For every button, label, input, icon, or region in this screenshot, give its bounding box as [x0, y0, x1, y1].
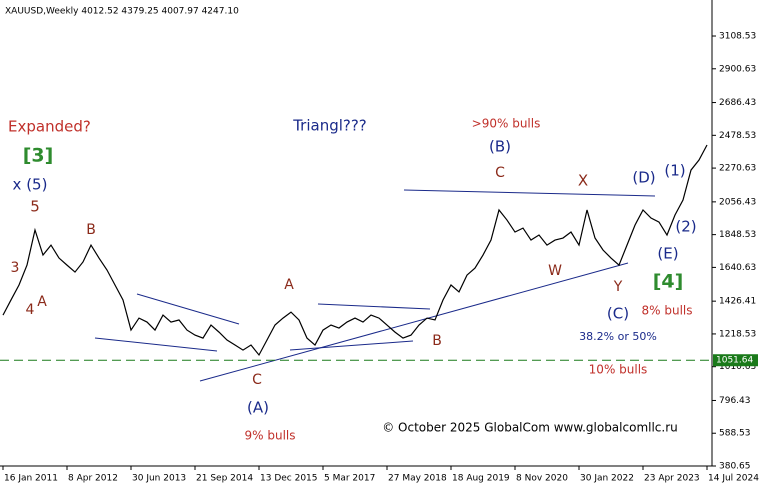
y-tick-label: 2056.43	[719, 197, 756, 207]
y-tick-label: 2270.63	[719, 164, 756, 174]
x-tick-label: 13 Dec 2015	[260, 474, 318, 484]
x-tick-label: 23 Apr 2023	[644, 474, 700, 484]
x-tick-label: 18 Aug 2019	[452, 474, 510, 484]
annotation: A	[37, 294, 47, 310]
annotation: 4	[26, 302, 35, 318]
annotation: Triangl???	[292, 117, 367, 135]
annotation: B	[86, 222, 96, 238]
annotation: 8% bulls	[642, 304, 693, 318]
y-tick-label: 2686.43	[719, 98, 756, 108]
x-tick-label: 30 Jan 2022	[580, 474, 634, 484]
annotation: x (5)	[13, 176, 48, 194]
x-tick-label: 30 Jun 2013	[132, 474, 186, 484]
annotation: (2)	[675, 218, 696, 236]
price-label: 1051.64	[716, 356, 753, 366]
annotation: (D)	[632, 169, 655, 187]
price-series	[2, 144, 708, 357]
annotation: (C)	[607, 305, 629, 323]
y-tick-label: 3108.53	[719, 32, 756, 42]
x-tick-label: 16 Jan 2011	[4, 474, 58, 484]
x-tick-label: 8 Apr 2012	[68, 474, 118, 484]
annotation: 38.2% or 50%	[579, 330, 657, 343]
annotation: 10% bulls	[589, 363, 648, 377]
annotation: A	[284, 277, 294, 293]
trend-line	[94, 337, 218, 352]
y-tick-label: 380.65	[719, 462, 751, 472]
annotation: © October 2025 GlobalCom www.globalcomll…	[382, 421, 678, 435]
annotation: [3]	[23, 145, 54, 167]
y-tick-label: 588.53	[719, 429, 751, 439]
chart-title: XAUUSD,Weekly 4012.52 4379.25 4007.97 42…	[5, 7, 239, 17]
annotation: [4]	[653, 271, 684, 293]
x-tick-label: 5 Mar 2017	[324, 474, 375, 484]
annotation: 3	[11, 260, 20, 276]
annotation: (E)	[657, 245, 678, 263]
annotation: B	[432, 333, 442, 349]
annotation: X	[578, 172, 588, 190]
annotation: (1)	[664, 162, 685, 180]
annotation: 5	[30, 198, 40, 216]
x-tick-label: 8 Nov 2020	[516, 474, 568, 484]
trend-line	[317, 303, 431, 310]
annotation: 9% bulls	[245, 429, 296, 443]
annotation: (A)	[247, 399, 269, 417]
annotation: (B)	[489, 138, 511, 156]
y-tick-label: 2478.53	[719, 131, 756, 141]
price-box	[713, 354, 758, 367]
y-tick-label: 1218.53	[719, 329, 756, 339]
annotation: Y	[613, 279, 623, 295]
annotation: C	[252, 372, 262, 388]
trend-line	[136, 293, 240, 325]
y-tick-label: 1010.63	[719, 362, 756, 372]
annotation: >90% bulls	[472, 117, 541, 131]
y-tick-label: 1426.41	[719, 297, 756, 307]
y-tick-label: 1640.63	[719, 263, 756, 273]
annotation: C	[495, 165, 505, 181]
trend-line	[199, 262, 629, 382]
trend-line	[403, 189, 656, 197]
x-tick-label: 21 Sep 2014	[196, 474, 253, 484]
annotation: W	[548, 263, 562, 279]
y-tick-label: 2900.63	[719, 64, 756, 74]
y-tick-label: 796.43	[719, 396, 751, 406]
x-tick-label: 14 Jul 2024	[708, 474, 759, 484]
y-tick-label: 1848.53	[719, 230, 756, 240]
annotation: Expanded?	[8, 118, 91, 136]
x-tick-label: 27 May 2018	[388, 474, 447, 484]
trend-line	[289, 340, 414, 351]
